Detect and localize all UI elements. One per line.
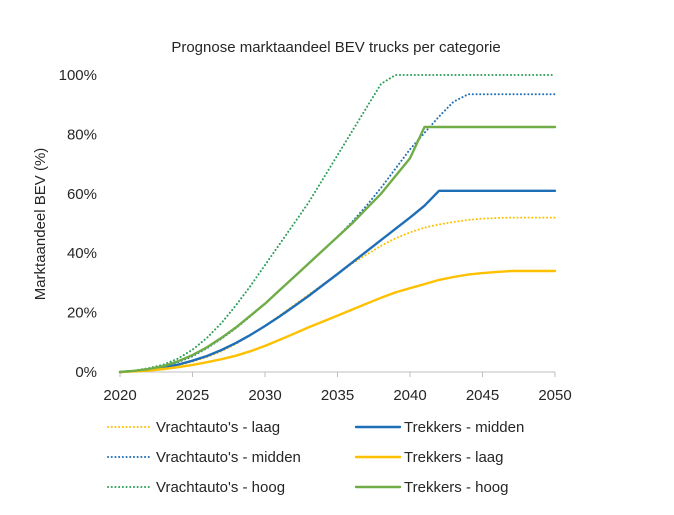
legend-label-vrachtauto-s-laag: Vrachtauto's - laag (156, 419, 280, 436)
x-tick-label: 2025 (176, 387, 209, 404)
x-tick-label: 2020 (103, 387, 136, 404)
chart-title: Prognose marktaandeel BEV trucks per cat… (171, 39, 500, 56)
series-line-trekkers-hoog (118, 125, 557, 374)
x-tick-label: 2045 (466, 387, 499, 404)
legend-label-trekkers-hoog: Trekkers - hoog (404, 479, 508, 496)
x-tick-label: 2030 (248, 387, 281, 404)
legend: Vrachtauto's - laag Vrachtauto's - midden… (107, 419, 524, 496)
legend-label-trekkers-laag: Trekkers - laag (404, 449, 503, 466)
y-tick-label: 0% (75, 364, 97, 381)
y-tick-label: 80% (67, 126, 97, 143)
legend-label-trekkers-midden: Trekkers - midden (404, 419, 524, 436)
y-tick-label: 40% (67, 245, 97, 262)
y-tick-label: 100% (59, 67, 97, 84)
series-line-vrachtauto-s-midden (119, 93, 556, 373)
x-tick-label: 2040 (393, 387, 426, 404)
x-tick-label: 2035 (321, 387, 354, 404)
y-tick-label: 20% (67, 305, 97, 322)
legend-label-vrachtauto-s-midden: Vrachtauto's - midden (156, 449, 301, 466)
series-line-vrachtauto-s-hoog (119, 74, 556, 373)
series-line-trekkers-midden (118, 189, 557, 374)
legend-label-vrachtauto-s-hoog: Vrachtauto's - hoog (156, 479, 285, 496)
x-tick-label: 2050 (538, 387, 571, 404)
y-tick-label: 60% (67, 186, 97, 203)
plot-area: 2020 2025 2030 2035 2040 2045 2050 0% 20% 40% 60% 8… (59, 67, 572, 404)
series-line-trekkers-laag (118, 269, 557, 374)
series-line-vrachtauto-s-laag (119, 216, 556, 373)
y-axis-label: Marktaandeel BEV (%) (32, 148, 49, 301)
